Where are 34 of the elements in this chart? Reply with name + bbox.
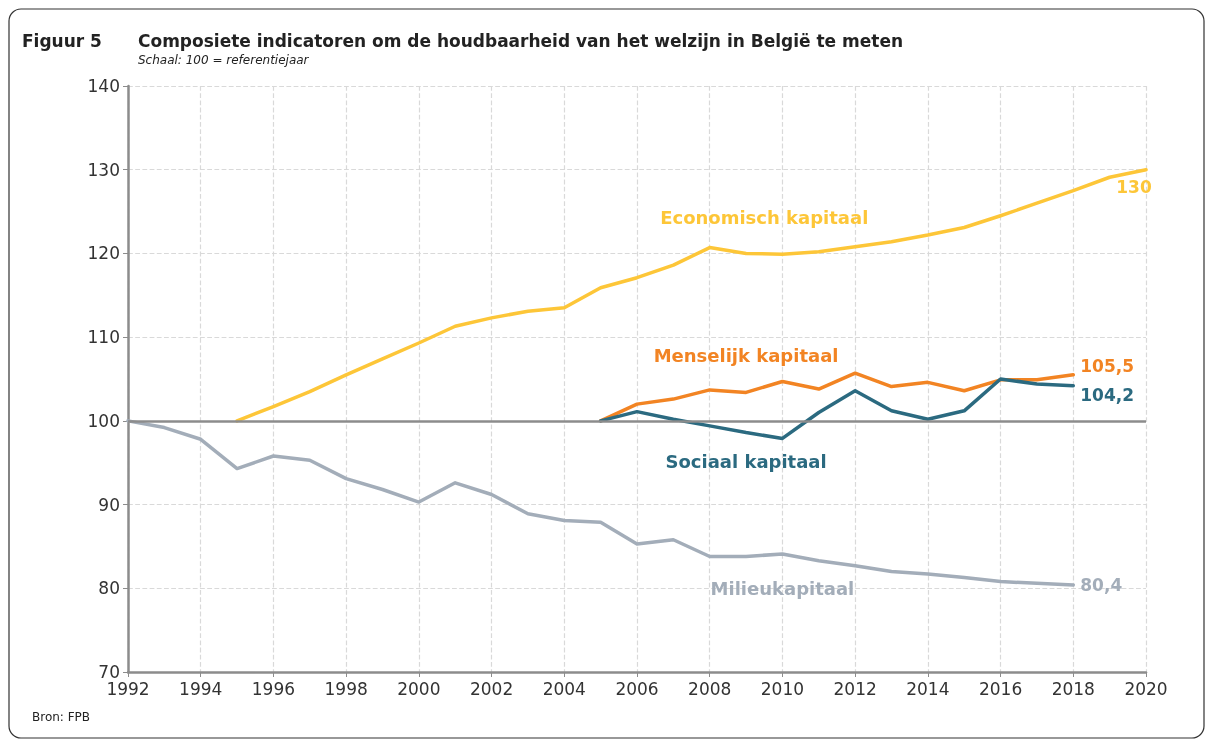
x-tick-label: 2012 (833, 678, 877, 699)
y-tick-label: 90 (98, 494, 120, 515)
text: Bron: FPB (32, 710, 91, 724)
y-tick-label: 140 (87, 76, 120, 96)
chart-title: Composiete indicatoren om de houdbaarheid van het welzijn in België te meten (138, 30, 904, 51)
y-tick-label: 130 (87, 159, 120, 180)
x-tick-label: 2000 (397, 678, 441, 699)
data-label: 105,5 (1080, 355, 1135, 376)
x-tick-label: 2020 (1124, 678, 1168, 699)
y-tick-label: 120 (87, 243, 120, 264)
data-label: 104,2 (1080, 384, 1135, 405)
y-tick-label: 80 (98, 578, 120, 599)
data-label: 80,4 (1080, 574, 1123, 595)
y-tick-label: 100 (87, 410, 120, 431)
x-tick-label: 2008 (688, 678, 732, 699)
x-tick-label: 2018 (1051, 678, 1095, 699)
x-tick-label: 2004 (542, 678, 586, 699)
x-tick-label: 1996 (251, 678, 296, 699)
x-tick-label: 1994 (179, 678, 223, 699)
x-tick-label: 2006 (615, 678, 659, 699)
x-tick-label: 1998 (324, 678, 368, 699)
x-tick-label: 2016 (978, 678, 1023, 699)
y-tick-label: 110 (87, 327, 120, 348)
series-label: Milieukapitaal (710, 577, 855, 599)
x-tick-label: 2014 (906, 678, 950, 699)
data-label: 130 (1116, 177, 1152, 198)
line-series (598, 377, 1076, 441)
chart-subtitle: Schaal: 100 = referentiejaar (138, 53, 310, 67)
x-tick-label: 2002 (469, 678, 514, 699)
series-label: Menselijk kapitaal (653, 345, 839, 367)
series-label: Sociaal kapitaal (665, 450, 827, 472)
series-label: Economisch kapitaal (660, 206, 869, 228)
text: Figuur 5 (22, 30, 102, 51)
x-tick-label: 2010 (760, 678, 805, 699)
